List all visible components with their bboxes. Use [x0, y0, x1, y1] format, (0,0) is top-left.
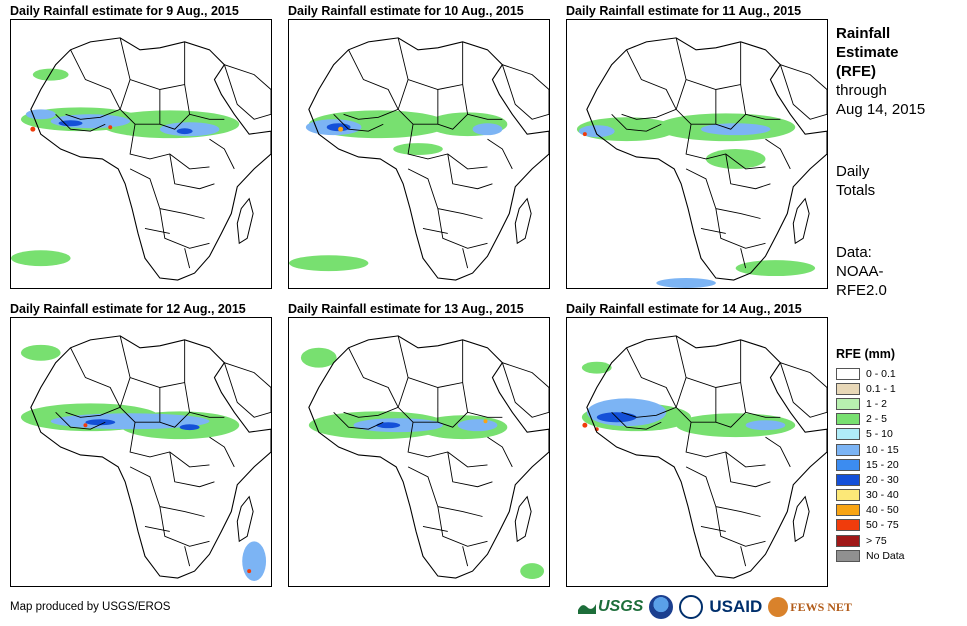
legend-label: 30 - 40 — [866, 489, 899, 502]
title-line-3: (RFE) — [836, 63, 876, 80]
panel-title: Daily Rainfall estimate for 10 Aug., 201… — [288, 4, 524, 18]
map-panel-1: Daily Rainfall estimate for 9 Aug., 2015 — [10, 4, 272, 290]
sidebar-data-source: Data: NOAA- RFE2.0 — [836, 243, 887, 300]
rainfall-map — [10, 19, 272, 289]
legend-item: > 75 — [836, 533, 905, 548]
legend-item: 0 - 0.1 — [836, 366, 905, 381]
legend-item: 0.1 - 1 — [836, 381, 905, 396]
legend-item: 1 - 2 — [836, 396, 905, 411]
map-panel-6: Daily Rainfall estimate for 14 Aug., 201… — [566, 302, 828, 588]
noaa-logo — [649, 595, 674, 619]
legend-swatch — [836, 382, 860, 395]
rainfall-map — [566, 19, 828, 289]
legend-label: 2 - 5 — [866, 413, 888, 426]
rainfall-map — [10, 317, 272, 587]
usaid-logo: USAID — [709, 597, 763, 616]
legend-swatch — [836, 397, 860, 410]
legend-label: 1 - 2 — [866, 397, 888, 410]
data-source-1: NOAA- — [836, 263, 884, 280]
legend-swatch — [836, 367, 860, 380]
panel-title: Daily Rainfall estimate for 11 Aug., 201… — [566, 4, 802, 18]
usaid-seal — [679, 595, 704, 619]
map-panel-3: Daily Rainfall estimate for 11 Aug., 201… — [566, 4, 828, 290]
title-line-1: Rainfall — [836, 25, 891, 42]
legend-label: > 75 — [866, 534, 887, 547]
usgs-logo-text: USGS — [598, 598, 644, 615]
rainfall-map — [566, 317, 828, 587]
legend-item: 2 - 5 — [836, 412, 905, 427]
logos: USGS USAID FEWS NET — [578, 595, 852, 619]
map-panel-5: Daily Rainfall estimate for 13 Aug., 201… — [288, 302, 550, 588]
legend-item: 40 - 50 — [836, 503, 905, 518]
sidebar-title: Rainfall Estimate (RFE) through Aug 14, … — [836, 24, 925, 119]
legend-swatch — [836, 428, 860, 441]
through-label: through — [836, 82, 887, 99]
data-label: Data: — [836, 244, 872, 261]
legend-label: 0 - 0.1 — [866, 367, 896, 380]
totals-label: Totals — [836, 182, 876, 199]
legend-item: No Data — [836, 548, 905, 563]
legend-swatch — [836, 458, 860, 471]
panel-title: Daily Rainfall estimate for 14 Aug., 201… — [566, 302, 802, 316]
fews-net-text: FEWS NET — [790, 599, 852, 614]
daily-label: Daily — [836, 163, 870, 180]
map-panel-2: Daily Rainfall estimate for 10 Aug., 201… — [288, 4, 550, 290]
legend-item: 10 - 15 — [836, 442, 905, 457]
legend-swatch — [836, 443, 860, 456]
panel-title: Daily Rainfall estimate for 9 Aug., 2015 — [10, 4, 239, 18]
fews-net-emblem — [768, 597, 789, 617]
credit-text: Map produced by USGS/EROS — [10, 601, 171, 613]
legend-label: 40 - 50 — [866, 504, 899, 517]
legend-swatch — [836, 413, 860, 426]
sidebar-daily: Daily Totals — [836, 162, 875, 200]
map-panel-4: Daily Rainfall estimate for 12 Aug., 201… — [10, 302, 272, 588]
title-line-2: Estimate — [836, 44, 899, 61]
through-date: Aug 14, 2015 — [836, 101, 926, 118]
legend: 0 - 0.1 0.1 - 1 1 - 2 2 - 5 5 - 10 10 - 15 15 … — [836, 366, 905, 563]
legend-label: 10 - 15 — [866, 443, 899, 456]
rainfall-map — [288, 19, 550, 289]
legend-swatch — [836, 519, 860, 532]
data-source-2: RFE2.0 — [836, 282, 887, 299]
legend-swatch — [836, 504, 860, 517]
legend-label: No Data — [866, 549, 905, 562]
legend-label: 5 - 10 — [866, 428, 893, 441]
legend-swatch — [836, 534, 860, 547]
legend-title: RFE (mm) — [836, 347, 896, 361]
legend-swatch — [836, 489, 860, 502]
legend-item: 50 - 75 — [836, 518, 905, 533]
legend-item: 5 - 10 — [836, 427, 905, 442]
legend-label: 15 - 20 — [866, 458, 899, 471]
legend-swatch — [836, 549, 860, 562]
panel-title: Daily Rainfall estimate for 12 Aug., 201… — [10, 302, 246, 316]
legend-item: 20 - 30 — [836, 472, 905, 487]
fews-net-logo: FEWS NET — [768, 597, 852, 617]
usgs-logo: USGS — [578, 598, 643, 616]
legend-item: 30 - 40 — [836, 488, 905, 503]
legend-label: 0.1 - 1 — [866, 382, 896, 395]
rainfall-map — [288, 317, 550, 587]
legend-swatch — [836, 473, 860, 486]
legend-label: 20 - 30 — [866, 473, 899, 486]
legend-label: 50 - 75 — [866, 519, 899, 532]
panel-title: Daily Rainfall estimate for 13 Aug., 201… — [288, 302, 524, 316]
legend-item: 15 - 20 — [836, 457, 905, 472]
